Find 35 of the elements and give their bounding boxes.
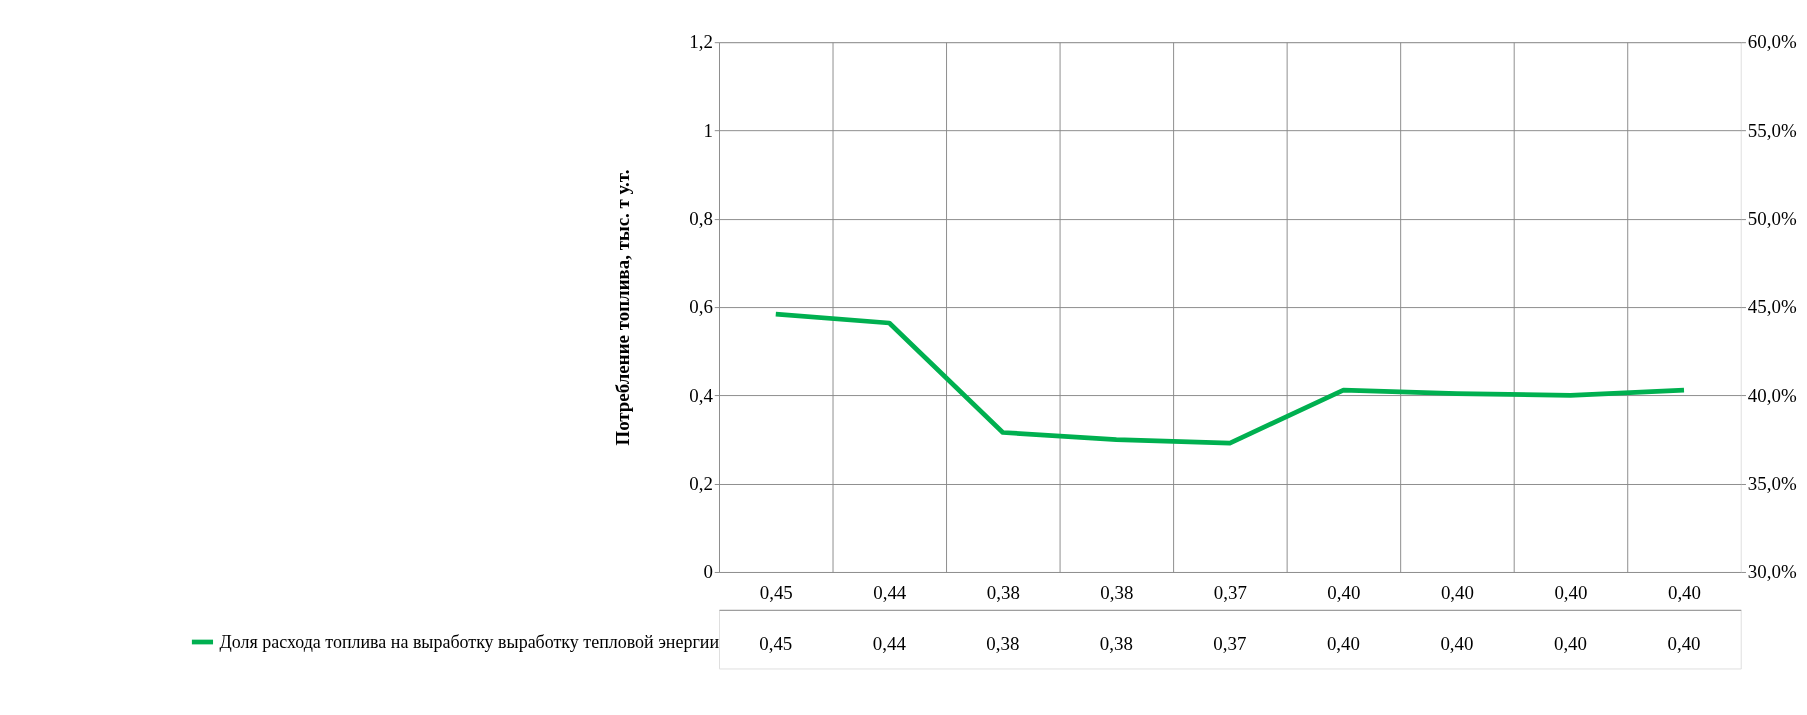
y2-tick-label: 55,0% [1747, 119, 1797, 141]
data-label: 0,44 [873, 581, 907, 603]
data-label: 0,40 [1440, 581, 1474, 603]
data-label: 0,38 [986, 581, 1020, 603]
x-tick-label: 0,37 [1213, 632, 1247, 654]
y-tick-label: 0 [703, 561, 713, 583]
data-label: 0,37 [1213, 581, 1247, 603]
x-tick-label: 0,40 [1667, 632, 1701, 654]
x-tick-label: 0,38 [1099, 632, 1133, 654]
data-label: 0,40 [1667, 581, 1702, 603]
data-label: 0,45 [759, 581, 793, 603]
x-tick-label: 0,38 [986, 632, 1020, 654]
y-tick-label: 1,2 [689, 31, 713, 53]
y2-tick-label: 50,0% [1747, 207, 1797, 229]
data-label: 0,40 [1327, 581, 1361, 603]
y-tick-label: 0,4 [689, 384, 714, 406]
y-axis-title: Потребление топлива, тыс. т у.т. [611, 169, 633, 446]
x-tick-label: 0,40 [1553, 632, 1588, 654]
legend-label: Доля расхода топлива на выработку выработку тепловой энергии [219, 631, 720, 652]
data-label: 0,40 [1554, 581, 1588, 603]
y-tick-label: 0,6 [689, 296, 713, 318]
x-tick-label: 0,44 [872, 632, 907, 654]
y2-tick-label: 30,0% [1747, 561, 1797, 583]
line-series [773, 311, 1687, 446]
y2-tick-label: 45,0% [1747, 296, 1797, 318]
x-tick-label: 0,40 [1326, 632, 1360, 654]
y-tick-label: 0,2 [689, 472, 713, 494]
y-tick-label: 1 [703, 119, 713, 141]
x-tick-label: 0,45 [759, 632, 793, 654]
x-tick-label: 0,40 [1440, 632, 1474, 654]
y2-tick-label: 60,0% [1747, 31, 1797, 53]
data-label: 0,38 [1100, 581, 1134, 603]
y2-tick-label: 40,0% [1747, 384, 1797, 406]
y-tick-label: 0,8 [689, 207, 713, 229]
y2-tick-label: 35,0% [1747, 472, 1797, 494]
